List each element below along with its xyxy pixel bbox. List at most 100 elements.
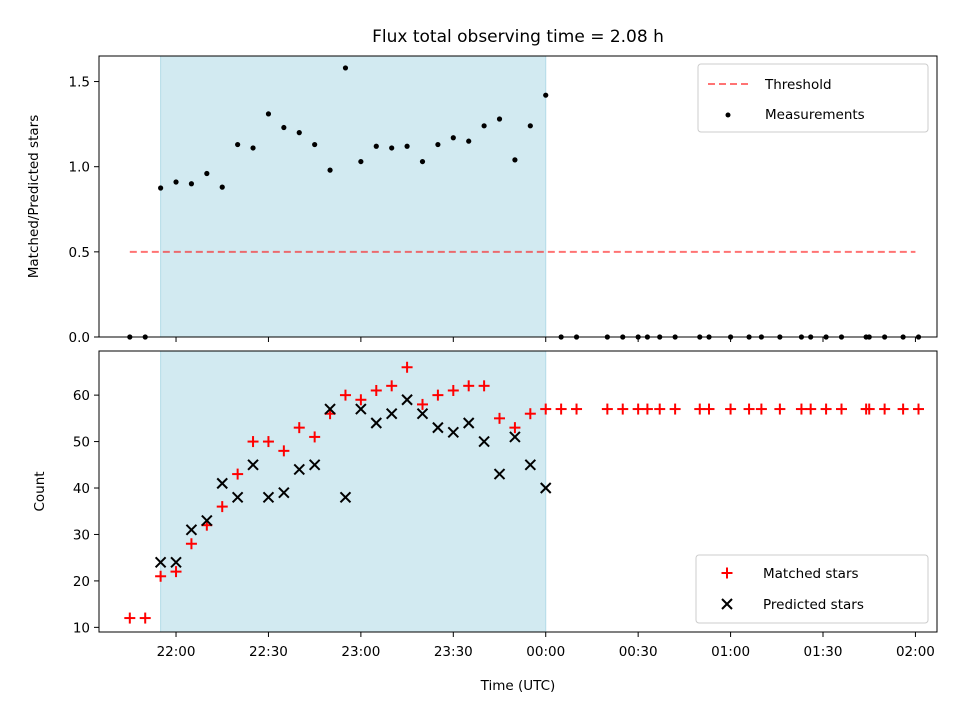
predicted-star-point xyxy=(355,403,367,415)
matched-star-point xyxy=(820,403,832,415)
measurement-point xyxy=(250,145,256,151)
legend-predicted-label: Predicted stars xyxy=(763,597,864,613)
matched-star-point xyxy=(494,412,506,424)
matched-star-point xyxy=(309,431,321,443)
matched-star-point xyxy=(835,403,847,415)
measurement-point xyxy=(204,170,210,177)
measurement-point xyxy=(481,123,487,129)
matched-star-point xyxy=(863,403,875,415)
measurement-point xyxy=(327,167,333,173)
matched-star-point xyxy=(632,403,644,415)
matched-star-point xyxy=(478,380,490,392)
legend-predicted-swatch xyxy=(721,598,733,610)
y-tick-label: 40 xyxy=(73,481,90,497)
matched-star-point xyxy=(124,612,136,624)
measurement-points xyxy=(127,65,922,340)
matched-star-point xyxy=(386,380,398,392)
ratio-y-axis-label: Matched/Predicted stars xyxy=(26,115,42,278)
matched-star-point xyxy=(879,403,891,415)
matched-star-point xyxy=(641,403,653,415)
count-legend-box xyxy=(695,554,929,624)
matched-star-point xyxy=(897,403,909,415)
predicted-star-point xyxy=(185,524,198,536)
measurement-point xyxy=(404,143,410,149)
measurement-point xyxy=(512,157,518,163)
predicted-star-point xyxy=(524,459,537,471)
matched-star-point xyxy=(170,566,182,578)
predicted-star-point xyxy=(293,463,305,476)
matched-star-point xyxy=(432,389,444,401)
ratio-y-ticks: 0.0 0.5 1.0 1.5 xyxy=(69,75,99,346)
x-tick-label: 02:00 xyxy=(896,644,935,660)
chart-title: Flux total observing time = 2.08 h xyxy=(372,27,664,47)
measurement-point xyxy=(373,143,379,149)
predicted-star-point xyxy=(170,556,182,569)
count-legend: Matched stars Predicted stars xyxy=(695,554,929,624)
matched-star-point xyxy=(416,398,428,410)
matched-star-point xyxy=(571,403,583,415)
predicted-star-point xyxy=(278,486,290,499)
predicted-star-point xyxy=(154,556,167,569)
matched-stars-points xyxy=(124,361,925,624)
predicted-star-point xyxy=(262,491,275,504)
y-tick-label: 20 xyxy=(73,574,90,590)
measurement-point xyxy=(235,141,241,148)
y-tick-label: 0.5 xyxy=(69,245,90,261)
matched-star-point xyxy=(401,361,413,373)
predicted-star-point xyxy=(370,417,382,429)
matched-star-point xyxy=(524,408,536,420)
x-tick-label: 22:00 xyxy=(157,644,196,660)
y-tick-label: 50 xyxy=(73,435,90,451)
measurement-point xyxy=(296,130,302,136)
measurement-point xyxy=(389,145,395,151)
predicted-star-point xyxy=(432,421,444,434)
matched-star-point xyxy=(694,403,706,415)
matched-star-point xyxy=(247,436,259,448)
ratio-x-ticks xyxy=(175,337,916,342)
ratio-panel: 0.0 0.5 1.0 1.5 Flux total observing time =… xyxy=(26,27,938,346)
matched-star-point xyxy=(913,403,925,415)
predicted-star-point xyxy=(416,407,429,420)
matched-star-point xyxy=(540,403,552,415)
matched-star-point xyxy=(216,501,228,513)
y-tick-label: 30 xyxy=(73,527,90,543)
x-tick-label: 22:30 xyxy=(249,644,288,660)
count-panel-frame xyxy=(98,350,938,633)
matched-star-point xyxy=(262,436,274,448)
predicted-star-point xyxy=(247,459,259,471)
matched-star-point xyxy=(139,612,151,624)
y-tick-label: 0.0 xyxy=(69,330,90,346)
matched-star-point xyxy=(654,403,666,415)
matched-star-point xyxy=(339,389,351,401)
predicted-star-point xyxy=(385,407,398,420)
ratio-legend: Threshold Measurements xyxy=(697,63,929,133)
measurement-point xyxy=(435,141,441,148)
observing-window-band xyxy=(160,350,547,633)
matched-star-point xyxy=(555,403,567,415)
predicted-star-point xyxy=(493,468,506,480)
matched-star-point xyxy=(669,403,681,415)
predicted-star-point xyxy=(231,491,244,504)
matched-star-point xyxy=(509,422,521,434)
legend-matched-swatch xyxy=(721,567,733,579)
measurement-point xyxy=(265,111,272,117)
legend-measurements-label: Measurements xyxy=(765,107,865,123)
measurement-point xyxy=(173,179,179,185)
predicted-star-point xyxy=(462,417,475,429)
matched-star-point xyxy=(805,403,817,415)
measurement-point xyxy=(450,135,456,141)
predicted-star-point xyxy=(324,403,336,415)
predicted-star-point xyxy=(308,459,321,471)
x-tick-label: 00:00 xyxy=(526,644,565,660)
legend-threshold-label: Threshold xyxy=(764,77,832,93)
x-tick-label: 23:00 xyxy=(341,644,380,660)
count-panel: 10 20 30 40 50 60 22:00 22:30 23:00 23:30 00:00 00… xyxy=(32,350,938,694)
measurement-point xyxy=(312,141,318,148)
y-tick-label: 1.5 xyxy=(69,75,90,91)
matched-star-point xyxy=(463,380,475,392)
y-tick-label: 1.0 xyxy=(69,160,90,176)
x-tick-label: 01:00 xyxy=(711,644,750,660)
count-y-ticks: 10 20 30 40 50 60 xyxy=(73,388,99,636)
predicted-star-point xyxy=(447,426,460,438)
measurement-point xyxy=(466,138,472,144)
